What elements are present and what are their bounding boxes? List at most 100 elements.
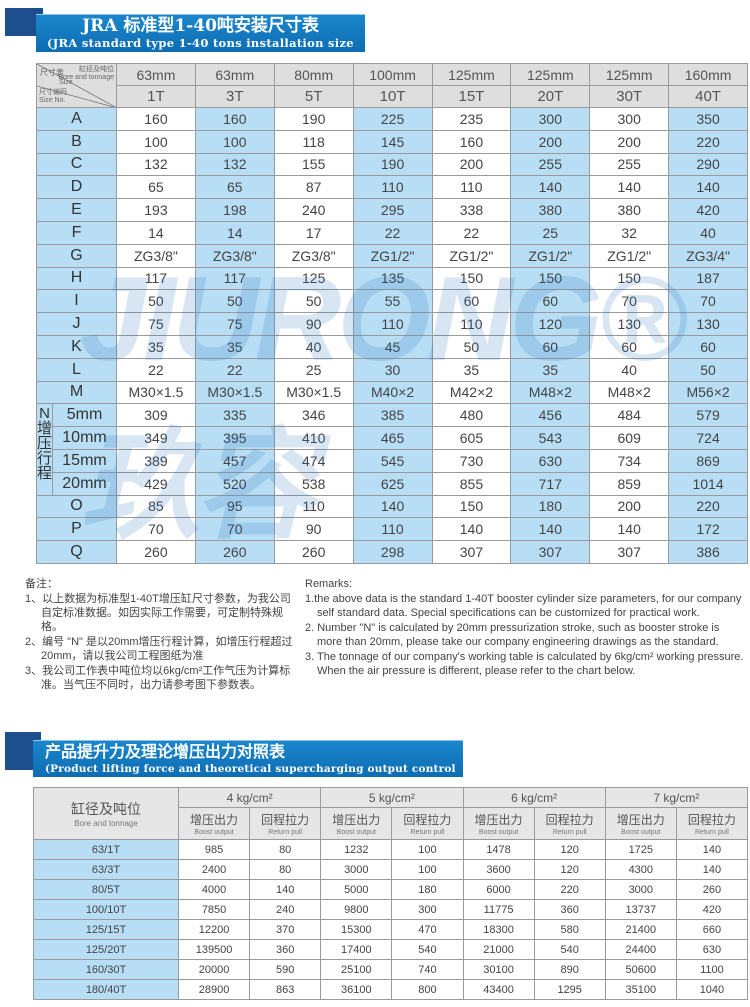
force-value: 4000 [177,879,251,900]
size-value: 150 [510,266,591,291]
size-value: 30 [352,357,433,382]
table-row: B 100 100 118 145 160 200 200 220 [36,129,748,154]
return-pull-header: 回程拉力 Return pull [675,807,749,840]
force-value: 7850 [177,899,251,920]
size-value: 220 [668,494,748,519]
size-value: 859 [589,471,670,496]
size-value: 338 [431,198,512,222]
size-value: 420 [668,198,748,222]
table-row: E 193 198 240 295 338 380 380 420 [36,198,748,222]
size-value: 22 [431,220,512,245]
size-value: 118 [273,129,354,154]
size-value: 14 [194,220,275,245]
sub-cn: 回程拉力 [545,812,594,827]
force-value: 43400 [462,979,535,1000]
stroke-label: 15mm [52,448,117,473]
size-value: 110 [352,517,433,542]
size-value: 140 [352,494,433,519]
force-value: 4300 [604,859,677,880]
force-value: 985 [177,839,251,860]
size-value: 180 [510,494,591,519]
size-value: 95 [194,494,275,519]
size-label: O [36,494,117,519]
force-value: 1295 [533,979,606,1000]
size-value: 100 [116,129,196,154]
force-value: 21400 [604,919,677,940]
return-pull-header: 回程拉力 Return pull [391,807,464,840]
size-value: 40 [273,334,354,359]
bore-tonnage-label: 63/1T [33,839,179,860]
note-item: 2. Number "N" is calculated by 20mm pres… [305,622,720,648]
size-label: K [36,334,117,359]
size-value: 187 [668,266,748,291]
size-value: 235 [431,107,512,131]
force-value: 21000 [462,939,535,960]
size-label: C [36,152,117,177]
size-value: 295 [352,198,433,222]
size-value: 117 [194,266,275,291]
force-value: 5000 [320,879,393,900]
size-value: 717 [510,471,591,496]
size-label: M [36,380,117,405]
force-value: 24400 [604,939,677,960]
size-value: 155 [273,152,354,177]
bore-tonnage-label: 180/40T [33,979,179,1000]
sub-en: Return pull [552,828,587,836]
size-value: 110 [273,494,354,519]
pressure-header: 4 kg/cm² [177,787,322,808]
size-value: 150 [589,266,670,291]
size-value: 260 [116,540,196,564]
size-value: 22 [352,220,433,245]
table-row: J 75 75 90 110 110 120 130 130 [36,312,748,336]
size-value: 349 [116,426,196,450]
sub-en: Return pull [410,828,445,836]
size-value: ZG1/2" [431,243,512,268]
size-value: 132 [116,152,196,177]
table-row: H 117 117 125 135 150 150 150 187 [36,266,748,291]
bore-header: 160mm [668,63,748,86]
return-pull-header: 回程拉力 Return pull [249,807,322,840]
size-value: 200 [510,129,591,154]
force-value: 890 [533,959,606,980]
size-value: 60 [510,289,591,314]
corner-size-cn: 尺寸表 [40,68,64,77]
size-value: 160 [194,107,275,131]
size-value: 386 [668,540,748,564]
corner-size-en: Size [59,79,73,86]
size-value: 480 [431,403,512,428]
size-value: 240 [273,198,354,222]
force-value: 660 [675,919,749,940]
size-value: 22 [116,357,196,382]
sub-en: Boost output [478,828,519,836]
note-item: 3. The tonnage of our company's working … [305,651,744,677]
size-value: M48×2 [510,380,591,405]
size-label: D [36,175,117,200]
size-value: 160 [431,129,512,154]
force-value: 220 [533,879,606,900]
table-row: Q 260 260 260 298 307 307 307 386 [36,540,748,564]
size-value: 457 [194,448,275,473]
size-value: 255 [510,152,591,177]
force-value: 1040 [675,979,749,1000]
size-label: H [36,266,117,291]
size-value: 35 [431,357,512,382]
size-value: 350 [668,107,748,131]
return-pull-header: 回程拉力 Return pull [533,807,606,840]
force-value: 3600 [462,859,535,880]
size-value: ZG1/2" [589,243,670,268]
size-value: 465 [352,426,433,450]
force-value: 863 [249,979,322,1000]
size-value: 380 [510,198,591,222]
table-row: A 160 160 190 225 235 300 300 350 [36,107,748,131]
force-value: 470 [391,919,464,940]
size-value: 50 [273,289,354,314]
force-value: 3000 [320,859,393,880]
force-value: 35100 [604,979,677,1000]
size-label: I [36,289,117,314]
bore-tonnage-label: 100/10T [33,899,179,920]
table-row: D 65 65 87 110 110 140 140 140 [36,175,748,200]
table-row: G ZG3/8" ZG3/8" ZG3/8" ZG1/2" ZG1/2" ZG1/2" ZG1… [36,243,748,268]
corner-no-cn: 尺寸编码 [39,89,67,96]
size-value: M42×2 [431,380,512,405]
size-value: 484 [589,403,670,428]
